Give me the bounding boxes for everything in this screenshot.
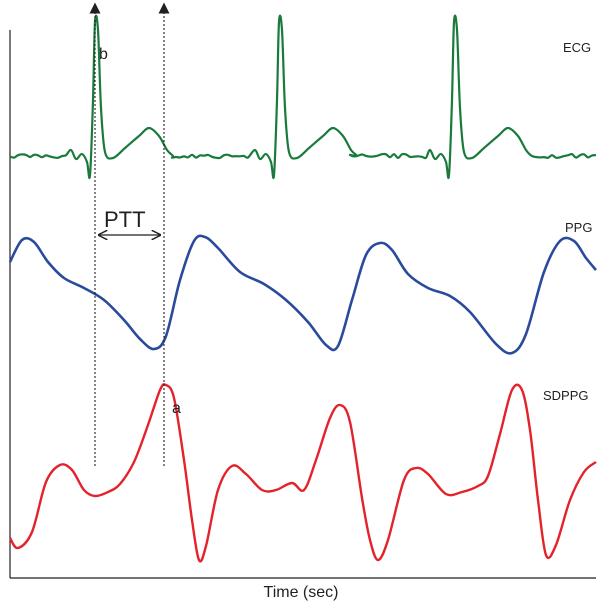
sdppg-series-line <box>8 383 597 563</box>
legend-ppg: PPG <box>565 220 592 235</box>
ptt-label: PTT <box>104 207 146 232</box>
ecg-series-line <box>9 14 597 179</box>
point-a-label: a <box>172 400 181 417</box>
ppg-series-line <box>8 234 597 355</box>
legend-ecg: ECG <box>563 40 591 55</box>
point-b-label: b <box>99 46 108 63</box>
legend-sdppg: SDPPG <box>543 388 589 403</box>
x-axis-label: Time (sec) <box>264 584 339 601</box>
